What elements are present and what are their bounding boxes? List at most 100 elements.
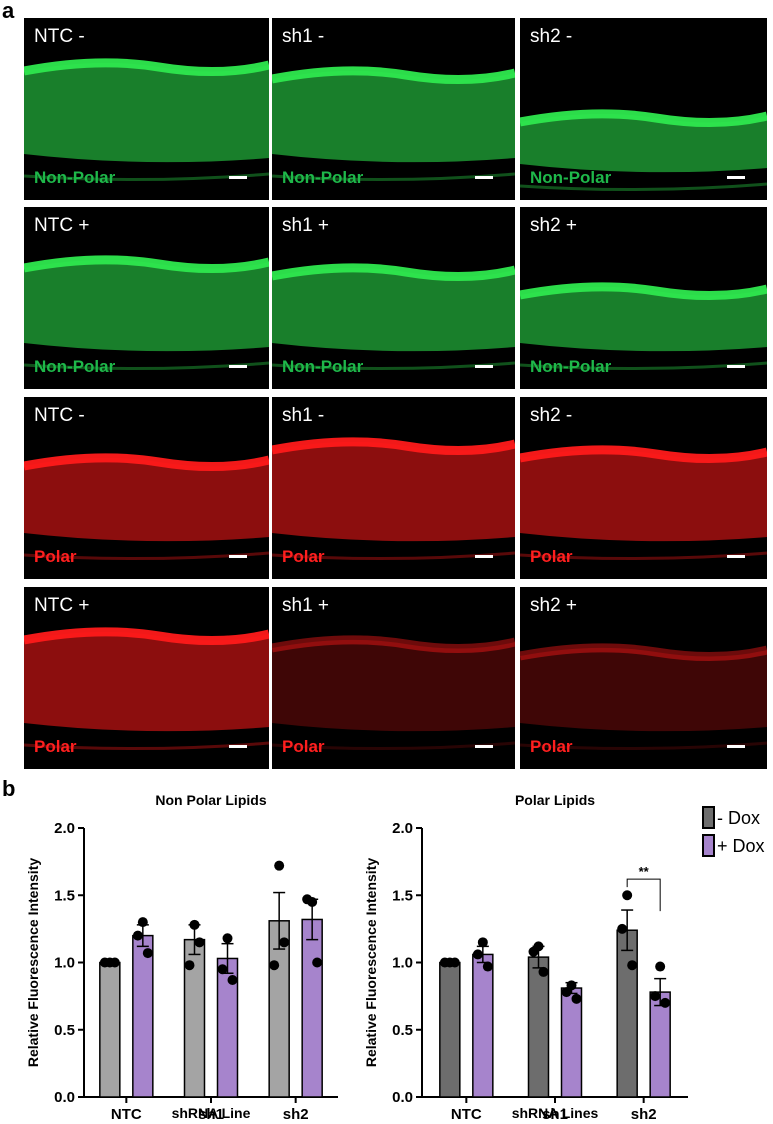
scale-bar	[475, 555, 493, 558]
condition-label: sh1 -	[282, 26, 325, 47]
data-point	[449, 957, 460, 968]
tissue-image	[24, 207, 269, 389]
bar	[99, 961, 121, 1098]
data-point	[477, 937, 488, 948]
data-point	[538, 966, 549, 977]
scale-bar	[727, 745, 745, 748]
condition-label: NTC -	[34, 26, 85, 47]
tissue-image	[520, 587, 767, 769]
y-tick-label: 1.0	[54, 955, 75, 972]
bar-charts: Non Polar Lipids shRNA Line Relative Fluor…	[25, 792, 765, 1123]
x-axis-label: shRNA Lines	[512, 1105, 599, 1121]
micrograph-tile: sh2 + Polar	[520, 587, 767, 769]
bar	[527, 956, 550, 1098]
data-point	[482, 961, 493, 972]
x-tick-label: NTC	[451, 1106, 482, 1123]
x-tick-label: sh2	[283, 1106, 309, 1123]
data-point	[561, 987, 572, 998]
tissue-image	[272, 397, 515, 579]
stain-label: Polar	[282, 547, 325, 566]
tissue-image	[24, 18, 269, 200]
data-point	[184, 960, 195, 971]
micrograph-tile: sh1 + Polar	[272, 587, 515, 769]
panel-a-letter: a	[2, 0, 15, 23]
data-point	[439, 957, 450, 968]
tissue-image	[24, 587, 269, 769]
condition-label: sh1 +	[282, 215, 330, 236]
y-tick-label: 2.0	[392, 820, 413, 837]
data-point	[217, 964, 228, 975]
micrograph-tile: sh1 + Non-Polar	[272, 207, 515, 389]
scale-bar	[229, 555, 247, 558]
scale-bar	[475, 365, 493, 368]
stain-label: Non-Polar	[282, 168, 364, 187]
data-point	[194, 937, 205, 948]
bar	[472, 953, 494, 1098]
tissue-image	[272, 587, 515, 769]
tissue-image	[272, 207, 515, 389]
micrograph-tile: NTC + Non-Polar	[24, 207, 269, 389]
condition-label: sh1 +	[282, 595, 330, 616]
data-point	[617, 923, 628, 934]
condition-label: sh2 -	[530, 405, 573, 426]
data-point	[660, 997, 671, 1008]
data-point	[622, 890, 633, 901]
legend-swatch	[702, 806, 715, 829]
data-point	[222, 933, 233, 944]
condition-label: sh2 +	[530, 595, 578, 616]
stain-label: Non-Polar	[530, 357, 612, 376]
data-point	[302, 894, 313, 905]
data-point	[269, 960, 280, 971]
scale-bar	[475, 745, 493, 748]
y-axis-label: Relative Fluorescence Intensity	[25, 858, 41, 1068]
data-point	[132, 930, 143, 941]
data-point	[312, 957, 323, 968]
x-tick-label: sh1	[198, 1106, 224, 1123]
y-tick-label: 0.5	[392, 1022, 413, 1039]
y-tick-label: 0.0	[392, 1089, 413, 1106]
condition-label: NTC +	[34, 215, 90, 236]
stain-label: Non-Polar	[530, 168, 612, 187]
bar	[616, 929, 638, 1098]
tissue-image	[24, 397, 269, 579]
data-point	[279, 937, 290, 948]
y-tick-label: 1.0	[392, 955, 413, 972]
x-axis-label: shRNA Line	[172, 1105, 251, 1121]
micrograph-tile: NTC - Non-Polar	[24, 18, 269, 200]
x-tick-label: sh1	[542, 1106, 568, 1123]
data-point	[650, 991, 661, 1002]
y-tick-label: 0.0	[54, 1089, 75, 1106]
stain-label: Non-Polar	[282, 357, 364, 376]
legend-label: + Dox	[717, 836, 765, 856]
data-point	[227, 974, 238, 985]
y-tick-label: 1.5	[392, 887, 413, 904]
scale-bar	[727, 176, 745, 179]
panel-b-letter: b	[2, 776, 16, 801]
micrograph-tile: NTC + Polar	[24, 587, 269, 769]
data-point	[189, 919, 200, 930]
data-point	[142, 948, 153, 959]
stain-label: Polar	[34, 547, 77, 566]
data-point	[109, 957, 120, 968]
bar	[439, 961, 461, 1098]
scale-bar	[229, 176, 247, 179]
stain-label: Polar	[34, 737, 77, 756]
y-tick-label: 0.5	[54, 1022, 75, 1039]
y-tick-label: 1.5	[54, 887, 75, 904]
data-point	[274, 860, 285, 871]
y-axis-label: Relative Fluorescence Intensity	[363, 858, 379, 1068]
bar	[301, 918, 323, 1098]
micrograph-tile: sh2 - Non-Polar	[520, 18, 767, 200]
legend-swatch	[702, 834, 715, 857]
significance-bracket	[626, 878, 661, 912]
micrograph-tile: sh2 + Non-Polar	[520, 207, 767, 389]
chart-title: Non Polar Lipids	[155, 792, 266, 808]
legend-label: - Dox	[717, 808, 760, 828]
bar	[560, 987, 583, 1098]
scale-bar	[475, 176, 493, 179]
scale-bar	[727, 555, 745, 558]
condition-label: sh2 -	[530, 26, 573, 47]
bar	[132, 934, 154, 1098]
x-tick-label: NTC	[111, 1106, 142, 1123]
chart-title: Polar Lipids	[515, 792, 595, 808]
